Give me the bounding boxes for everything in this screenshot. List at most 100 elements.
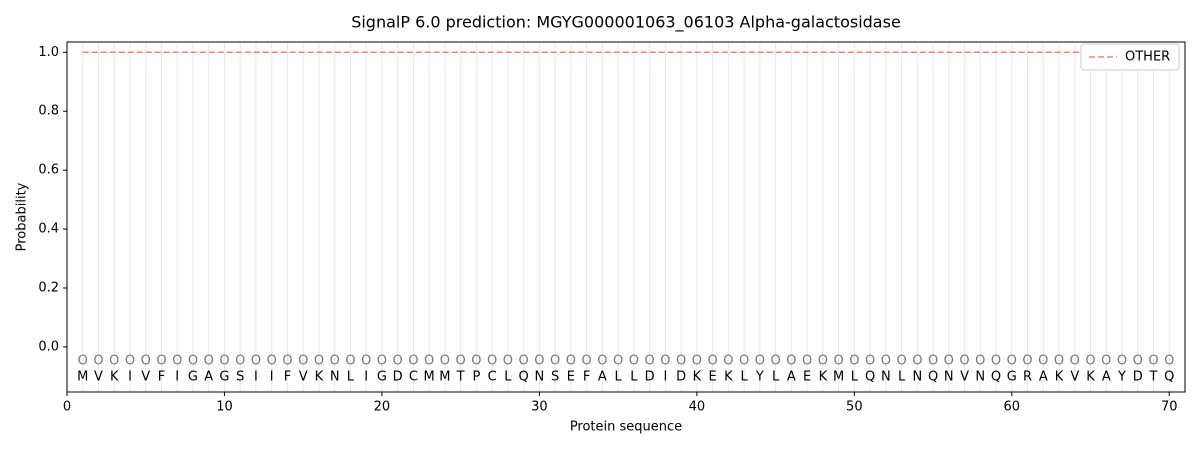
predicted-label: O (1070, 354, 1080, 369)
x-tick-label: 30 (531, 400, 548, 415)
x-axis-label: Protein sequence (570, 420, 682, 435)
predicted-label: O (707, 354, 717, 369)
residue-label: C (488, 370, 497, 385)
x-tick-label: 50 (846, 400, 863, 415)
residue-label: D (676, 370, 686, 385)
residue-label: F (583, 370, 590, 385)
predicted-label: O (78, 354, 88, 369)
residue-label: A (598, 370, 607, 385)
residue-label: I (663, 370, 667, 385)
predicted-label: O (377, 354, 387, 369)
residue-label: S (551, 370, 559, 385)
residue-label: N (944, 370, 954, 385)
predicted-label: O (125, 354, 135, 369)
predicted-label: O (487, 354, 497, 369)
predicted-label: O (755, 354, 765, 369)
residue-label: V (960, 370, 969, 385)
predicted-label: O (93, 354, 103, 369)
predicted-label: O (660, 354, 670, 369)
predicted-label: O (944, 354, 954, 369)
y-tick-label: 0.6 (38, 163, 59, 178)
predicted-label: O (959, 354, 969, 369)
residue-label: I (128, 370, 132, 385)
predicted-label: O (1101, 354, 1111, 369)
chart-title: SignalP 6.0 prediction: MGYG000001063_06… (351, 13, 901, 33)
residue-label: F (158, 370, 165, 385)
residue-label: I (270, 370, 274, 385)
predicted-label: O (1085, 354, 1095, 369)
predicted-label: O (345, 354, 355, 369)
residue-label: V (94, 370, 103, 385)
residue-label: E (708, 370, 716, 385)
residue-label: N (912, 370, 922, 385)
predicted-label: O (582, 354, 592, 369)
predicted-label: O (424, 354, 434, 369)
residue-label: K (724, 370, 733, 385)
y-tick-label: 0.8 (38, 104, 59, 119)
residue-label: Y (1117, 370, 1126, 385)
predicted-label: O (534, 354, 544, 369)
residue-label: K (1055, 370, 1064, 385)
predicted-label: O (408, 354, 418, 369)
residue-label: A (1102, 370, 1111, 385)
residue-label: T (1149, 370, 1158, 385)
predicted-label: O (298, 354, 308, 369)
predicted-label: O (330, 354, 340, 369)
predicted-label: O (1148, 354, 1158, 369)
residue-label: Q (865, 370, 875, 385)
residue-label: L (615, 370, 623, 385)
predicted-label: O (204, 354, 214, 369)
predicted-label: O (1133, 354, 1143, 369)
predicted-label: O (188, 354, 198, 369)
residue-label: D (1133, 370, 1143, 385)
predicted-label: O (550, 354, 560, 369)
residue-label: L (898, 370, 906, 385)
residue-label: I (364, 370, 368, 385)
residue-label: I (254, 370, 258, 385)
residue-label: G (188, 370, 198, 385)
x-tick-label: 60 (1004, 400, 1021, 415)
residue-label: K (315, 370, 324, 385)
predicted-label: O (267, 354, 277, 369)
plot-frame (66, 41, 1186, 393)
residue-label: N (535, 370, 545, 385)
residue-label: L (851, 370, 859, 385)
residue-label: V (141, 370, 150, 385)
residue-label: K (693, 370, 702, 385)
predicted-label: O (723, 354, 733, 369)
residue-label: M (833, 370, 844, 385)
predicted-label: O (1117, 354, 1127, 369)
predicted-label: O (1164, 354, 1174, 369)
predicted-label: O (219, 354, 229, 369)
residue-label: V (299, 370, 308, 385)
y-axis-label: Probability (15, 182, 30, 251)
y-tick-label: 0.0 (38, 339, 59, 354)
predicted-label: O (818, 354, 828, 369)
residue-label: Q (1164, 370, 1174, 385)
predicted-label: O (471, 354, 481, 369)
predicted-label: O (235, 354, 245, 369)
residue-label: C (409, 370, 418, 385)
predicted-label: O (172, 354, 182, 369)
predicted-label: O (881, 354, 891, 369)
legend-box (1080, 43, 1180, 71)
residue-label: R (1023, 370, 1032, 385)
residue-label: N (881, 370, 891, 385)
residue-label: A (204, 370, 213, 385)
residue-label: D (393, 370, 403, 385)
predicted-label: O (314, 354, 324, 369)
predicted-label: O (1038, 354, 1048, 369)
residue-label: F (284, 370, 291, 385)
predicted-label: O (629, 354, 639, 369)
predicted-label: O (456, 354, 466, 369)
residue-label: K (1086, 370, 1095, 385)
predicted-label: O (361, 354, 371, 369)
predicted-label: O (141, 354, 151, 369)
residue-label: K (110, 370, 119, 385)
residue-label: N (975, 370, 985, 385)
residue-label: M (424, 370, 435, 385)
predicted-label: O (739, 354, 749, 369)
predicted-label: O (849, 354, 859, 369)
legend: OTHER (1080, 43, 1180, 71)
